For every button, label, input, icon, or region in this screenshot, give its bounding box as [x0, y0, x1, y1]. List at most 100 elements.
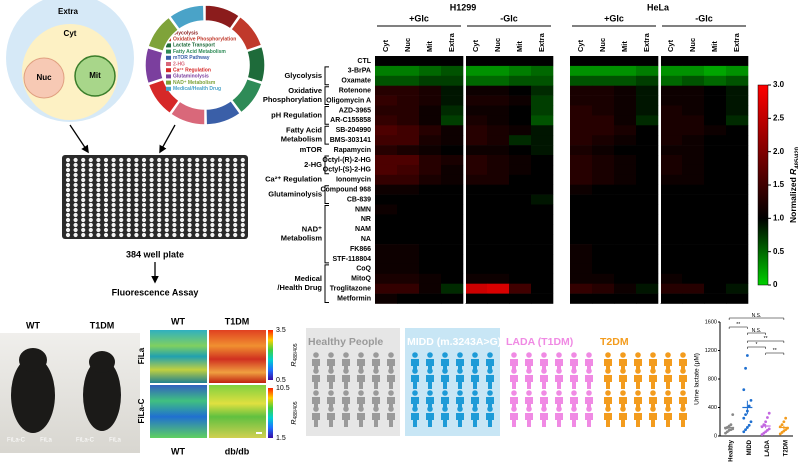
row-label: CoQ: [356, 266, 371, 273]
heat-cell: [487, 254, 510, 265]
well: [217, 172, 223, 178]
heat-cell: [570, 85, 593, 96]
person-head: [412, 406, 418, 412]
well: [141, 217, 147, 223]
person-head: [541, 390, 547, 396]
heat-cell: [375, 56, 398, 67]
row-label: NMN: [355, 206, 371, 213]
well: [202, 182, 207, 188]
heat-cell: [487, 224, 510, 235]
heat-cell: [441, 244, 464, 255]
heat-cell: [570, 145, 593, 156]
well: [164, 202, 169, 208]
well: [111, 177, 116, 183]
heat-cell: [531, 95, 554, 106]
group-label: Metabolism: [281, 135, 323, 144]
well: [172, 212, 177, 218]
well: [96, 222, 101, 228]
heat-cell: [465, 283, 488, 294]
well: [65, 162, 71, 168]
heat-cell: [570, 125, 593, 136]
heat-cell: [636, 224, 659, 235]
person-body: [471, 413, 479, 427]
point: [780, 423, 784, 426]
group-bracket: [324, 155, 329, 175]
row-label: Rapamycin: [334, 147, 371, 154]
person-head: [541, 406, 547, 412]
well: [111, 207, 116, 213]
heat-cell: [704, 174, 727, 185]
person-body: [510, 375, 518, 389]
heat-cell: [531, 283, 554, 294]
well: [187, 162, 192, 168]
heat-cell: [441, 105, 464, 116]
row-label: Octyl-(R)-2-HG: [322, 157, 371, 164]
heat-cell: [704, 115, 727, 126]
well: [240, 217, 245, 223]
subscript: 488/405: [293, 401, 299, 419]
well: [195, 177, 200, 183]
well: [187, 202, 192, 208]
person-body: [540, 375, 548, 389]
legend-swatch: [166, 74, 171, 79]
heat-cell: [570, 263, 593, 275]
heat-cell: [397, 283, 420, 294]
heat-cell: [487, 85, 510, 96]
cohort-box: [306, 328, 400, 436]
well: [157, 182, 162, 188]
heat-cell: [704, 145, 727, 156]
well: [179, 207, 185, 213]
well: [73, 172, 78, 178]
well: [157, 192, 162, 198]
heat-cell: [419, 244, 442, 255]
well: [149, 212, 154, 218]
column-label: Mit: [425, 41, 434, 52]
point: [744, 366, 747, 370]
person-body: [327, 375, 335, 389]
well: [126, 222, 131, 228]
heat-cell: [704, 65, 727, 77]
heat-cell: [636, 174, 659, 185]
well: [103, 227, 109, 233]
person-head: [620, 406, 626, 412]
ring-segment: [147, 78, 181, 115]
heat-cell: [570, 75, 593, 86]
colorbar-tick-label: 0: [773, 280, 778, 289]
heat-cell: [704, 263, 727, 275]
well: [141, 167, 147, 173]
well: [96, 227, 101, 233]
well: [149, 192, 154, 198]
well: [81, 207, 86, 213]
condition: -Glc: [695, 13, 713, 23]
point: [764, 420, 768, 424]
row-label: Oxamate: [341, 78, 371, 85]
point: [767, 427, 771, 431]
person-head: [487, 390, 493, 396]
person-head: [556, 352, 562, 358]
image-colorbar-label: 0.5: [276, 377, 286, 384]
well: [210, 207, 215, 213]
legend-swatch: [166, 68, 171, 73]
heat-cell: [531, 214, 554, 225]
person-head: [635, 390, 641, 396]
heat-cell: [660, 293, 683, 304]
row-label: Compound 968: [320, 186, 371, 193]
well: [233, 207, 238, 213]
well: [149, 187, 154, 193]
well: [111, 197, 116, 203]
heat-cell: [726, 75, 749, 86]
person-head: [556, 368, 562, 374]
heat-cell: [726, 254, 749, 265]
person-head: [680, 390, 686, 396]
legend-label: Oxidative Phosphorylation: [173, 37, 236, 43]
heat-cell: [592, 105, 615, 116]
heat-cell: [441, 194, 464, 205]
person-body: [619, 413, 627, 427]
well: [210, 182, 215, 188]
person-body: [387, 375, 395, 389]
heat-cell: [531, 125, 554, 136]
heat-cell: [375, 125, 398, 136]
heat-cell: [509, 125, 532, 136]
well: [111, 187, 116, 193]
well: [217, 202, 223, 208]
